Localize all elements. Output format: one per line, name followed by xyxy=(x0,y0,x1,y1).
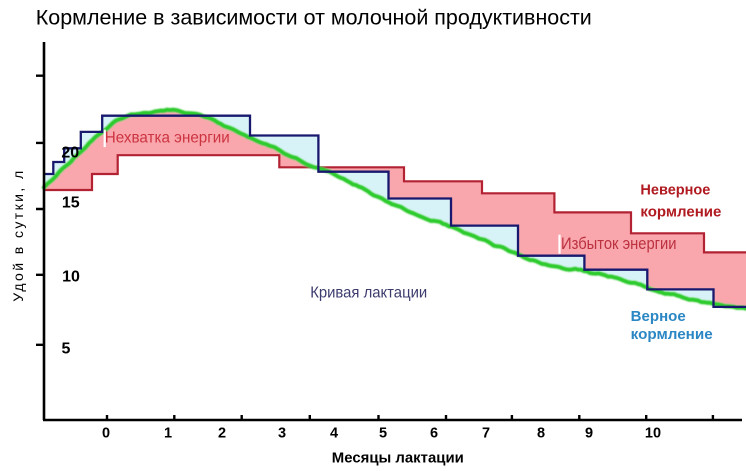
svg-text:8: 8 xyxy=(537,426,545,442)
svg-text:9: 9 xyxy=(585,426,593,442)
svg-text:Месяцы лактации: Месяцы лактации xyxy=(332,449,464,466)
svg-text:4: 4 xyxy=(330,426,338,442)
svg-text:0: 0 xyxy=(102,426,110,442)
svg-text:20: 20 xyxy=(61,145,79,162)
svg-text:1: 1 xyxy=(164,426,172,442)
svg-text:Нехватка энергии: Нехватка энергии xyxy=(105,129,230,146)
svg-text:15: 15 xyxy=(62,195,80,212)
svg-text:6: 6 xyxy=(430,426,438,442)
svg-text:Верное: Верное xyxy=(631,309,686,325)
svg-text:2: 2 xyxy=(218,426,226,442)
svg-text:Кормление в зависимости от мол: Кормление в зависимости от молочной прод… xyxy=(36,6,592,30)
svg-text:3: 3 xyxy=(278,426,286,442)
svg-text:кормление: кормление xyxy=(640,204,721,220)
svg-text:5: 5 xyxy=(62,340,71,357)
svg-text:Кривая лактации: Кривая лактации xyxy=(310,285,427,302)
svg-text:10: 10 xyxy=(645,426,661,442)
svg-text:10: 10 xyxy=(62,269,80,286)
svg-text:5: 5 xyxy=(379,426,387,442)
svg-text:7: 7 xyxy=(482,426,490,442)
svg-text:кормление: кормление xyxy=(631,327,713,343)
svg-text:Неверное: Неверное xyxy=(640,183,710,199)
svg-text:Избыток энергии: Избыток энергии xyxy=(561,235,677,253)
